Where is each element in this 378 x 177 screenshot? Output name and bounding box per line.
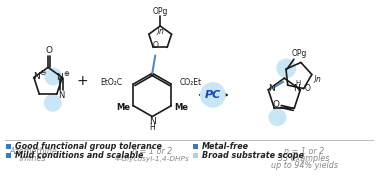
Text: Good functional group tolerance: Good functional group tolerance xyxy=(15,142,162,151)
Text: O: O xyxy=(152,41,158,50)
Text: N: N xyxy=(56,73,63,82)
Circle shape xyxy=(200,82,226,108)
Circle shape xyxy=(276,58,296,78)
Text: n = 1 or 2: n = 1 or 2 xyxy=(132,147,172,156)
Text: N: N xyxy=(268,84,274,93)
Text: PC: PC xyxy=(205,90,221,100)
Text: H: H xyxy=(149,123,155,132)
Text: OPg: OPg xyxy=(291,49,307,58)
Text: ⊕: ⊕ xyxy=(63,71,69,77)
Circle shape xyxy=(268,109,286,126)
Text: Azomethine: Azomethine xyxy=(9,147,57,156)
Text: )n: )n xyxy=(157,27,165,36)
Text: Metal-free: Metal-free xyxy=(202,142,249,151)
Text: H: H xyxy=(296,80,301,86)
Text: O: O xyxy=(45,46,53,55)
Text: 4-Glycosyl-1,4-DHPs: 4-Glycosyl-1,4-DHPs xyxy=(115,156,190,162)
Text: ⊖: ⊖ xyxy=(40,68,46,77)
Text: CO₂Et: CO₂Et xyxy=(180,78,202,87)
Text: Broad substrate scope: Broad substrate scope xyxy=(202,152,304,160)
FancyBboxPatch shape xyxy=(193,153,198,158)
Text: Me: Me xyxy=(174,103,188,112)
Text: N: N xyxy=(149,117,156,126)
Text: N: N xyxy=(293,84,300,93)
Text: up to 94% yields: up to 94% yields xyxy=(271,161,338,170)
Circle shape xyxy=(44,68,62,85)
Text: Mild conditions and scalable: Mild conditions and scalable xyxy=(15,152,144,160)
FancyBboxPatch shape xyxy=(193,144,198,149)
Text: n = 1 or 2: n = 1 or 2 xyxy=(284,147,324,156)
Text: Me: Me xyxy=(116,103,130,112)
FancyBboxPatch shape xyxy=(6,144,11,149)
Text: EtO₂C: EtO₂C xyxy=(101,78,122,87)
Text: +: + xyxy=(77,74,88,88)
FancyBboxPatch shape xyxy=(6,153,11,158)
Text: O: O xyxy=(273,100,280,109)
Text: Imines: Imines xyxy=(20,154,46,163)
Text: 33 examples: 33 examples xyxy=(279,154,330,163)
Text: N: N xyxy=(34,72,40,81)
Text: N: N xyxy=(59,91,65,100)
Text: )n: )n xyxy=(314,75,322,84)
Text: OPg: OPg xyxy=(153,7,168,16)
Circle shape xyxy=(44,94,62,112)
Text: O: O xyxy=(305,84,311,93)
